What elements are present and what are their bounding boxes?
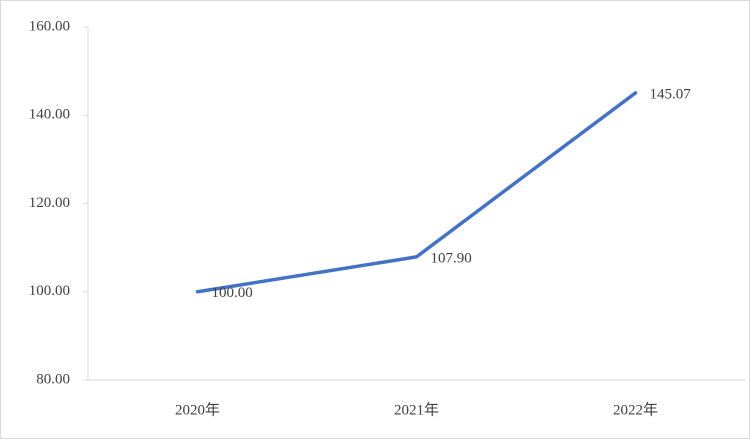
y-tick-label: 80.00 [36, 371, 70, 387]
x-tick-label: 2021年 [394, 401, 439, 418]
y-tick-label: 160.00 [29, 18, 70, 34]
x-tick-label: 2020年 [175, 401, 220, 418]
data-label: 100.00 [212, 285, 253, 301]
y-tick-label: 120.00 [29, 195, 70, 211]
line [195, 91, 638, 294]
data-label: 107.90 [431, 250, 472, 266]
x-tick-label: 2022年 [613, 401, 658, 418]
y-tick-label: 100.00 [29, 283, 70, 299]
data-label: 145.07 [650, 86, 692, 102]
y-tick-label: 140.00 [29, 107, 70, 123]
